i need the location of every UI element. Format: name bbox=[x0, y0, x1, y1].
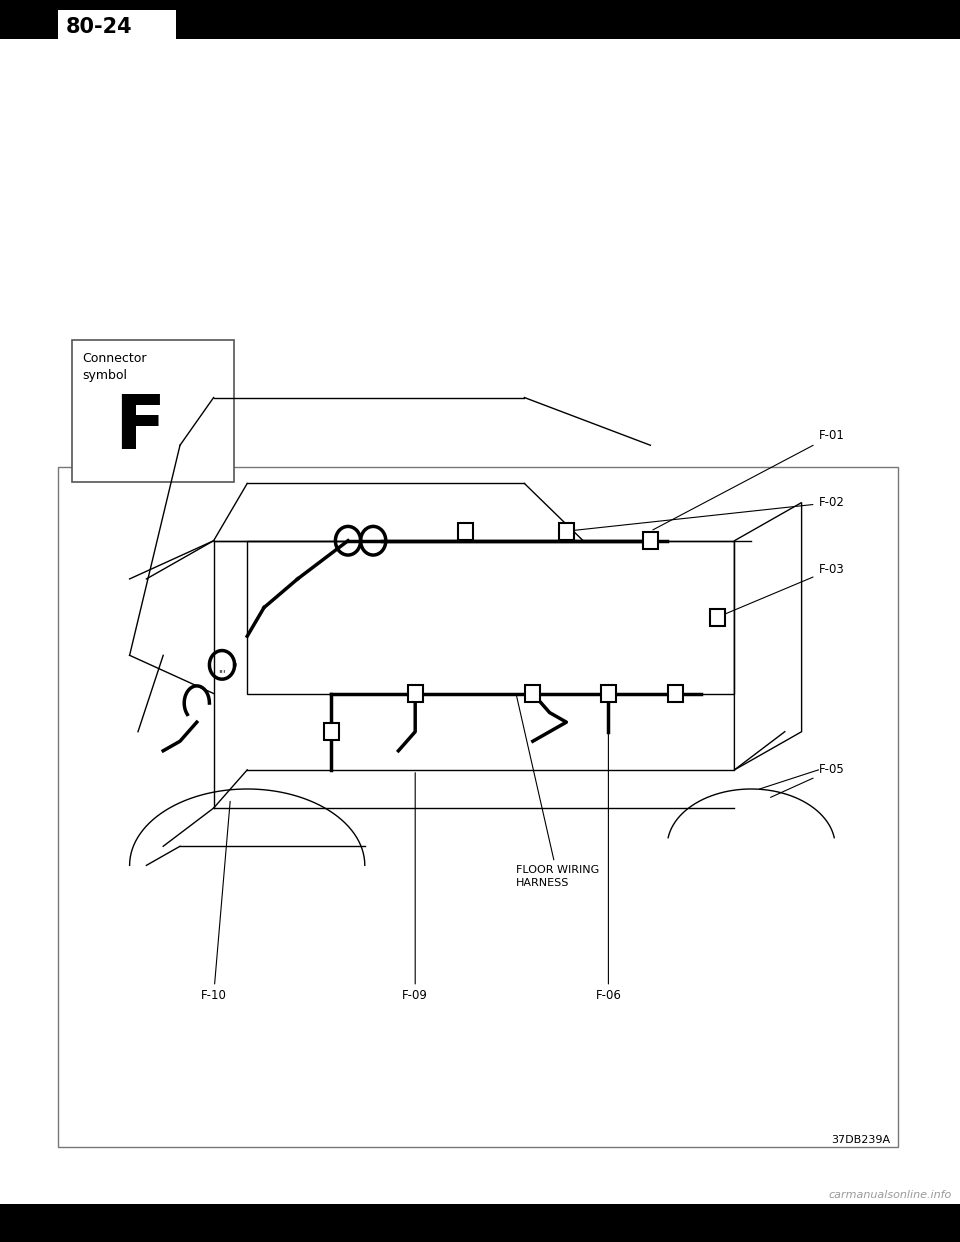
Bar bbox=[643, 532, 658, 549]
Text: F-01: F-01 bbox=[653, 430, 844, 530]
Bar bbox=[72, 340, 234, 482]
Text: F-09: F-09 bbox=[402, 773, 428, 1002]
Text: carmanualsonline.info: carmanualsonline.info bbox=[828, 1190, 952, 1200]
Bar bbox=[601, 684, 616, 702]
Bar bbox=[408, 684, 422, 702]
Bar bbox=[458, 523, 473, 540]
Bar bbox=[559, 523, 574, 540]
Text: F-10: F-10 bbox=[201, 801, 230, 1002]
Text: F-05: F-05 bbox=[771, 764, 844, 797]
Text: FLOOR WIRING
HARNESS: FLOOR WIRING HARNESS bbox=[516, 697, 599, 888]
Bar bbox=[58, 10, 176, 43]
Bar bbox=[668, 684, 684, 702]
Bar bbox=[710, 609, 725, 626]
Text: F-02: F-02 bbox=[569, 496, 844, 530]
Text: F-06: F-06 bbox=[595, 697, 621, 1002]
Text: F-03: F-03 bbox=[720, 563, 844, 616]
Bar bbox=[525, 684, 540, 702]
Text: Connector
symbol: Connector symbol bbox=[82, 351, 147, 383]
Bar bbox=[324, 723, 339, 740]
Text: 37DB239A: 37DB239A bbox=[830, 1135, 890, 1145]
Bar bbox=[58, 467, 898, 1148]
Text: 80-24: 80-24 bbox=[66, 17, 132, 37]
Text: ''': ''' bbox=[218, 669, 226, 679]
Text: F: F bbox=[114, 391, 166, 465]
